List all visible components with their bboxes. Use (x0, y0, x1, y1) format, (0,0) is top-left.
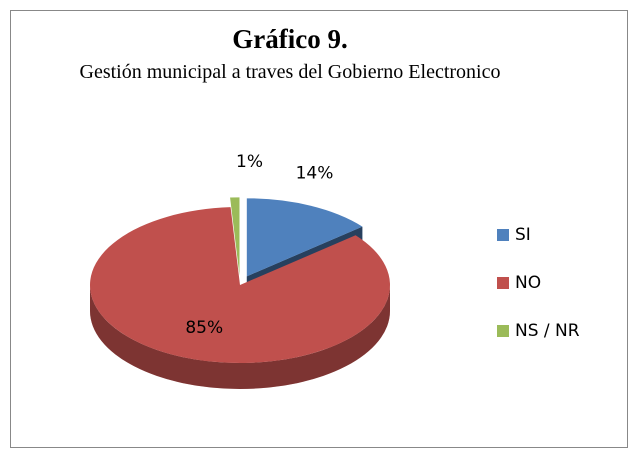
data-label: 1% (236, 152, 263, 172)
legend-label: NS / NR (515, 321, 580, 341)
slice-side (90, 285, 390, 389)
legend-swatch (497, 325, 509, 337)
slice (246, 198, 363, 277)
chart-title: Gráfico 9. (232, 24, 348, 54)
slice (90, 207, 390, 363)
data-label: 14% (296, 164, 334, 184)
legend-swatch (497, 229, 509, 241)
slice-side-shade (90, 285, 390, 389)
data-label: 85% (185, 318, 223, 338)
chart-subtitle: Gestión municipal a traves del Gobierno … (79, 61, 501, 83)
legend-label: SI (515, 225, 531, 245)
chart-frame (10, 10, 628, 448)
legend-label: NO (515, 273, 541, 293)
slice (230, 197, 240, 276)
legend-swatch (497, 277, 509, 289)
